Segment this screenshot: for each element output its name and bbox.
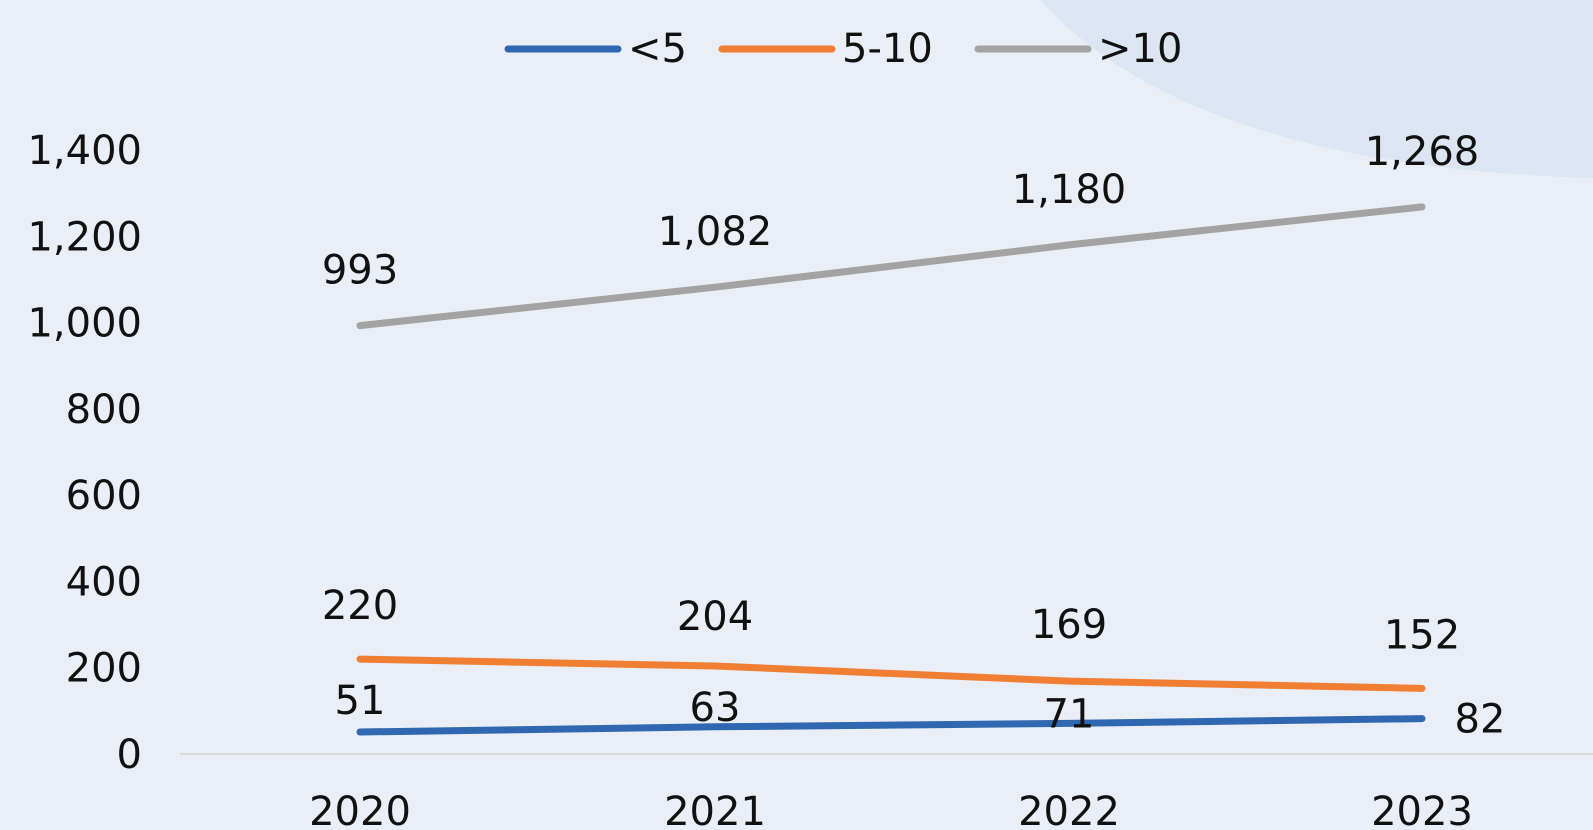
legend-item: >10 <box>974 26 1182 72</box>
y-tick-label: 1,400 <box>27 128 142 174</box>
data-label: 71 <box>1044 691 1095 737</box>
data-label: 169 <box>1031 602 1107 648</box>
data-labels-layer: 51 63 71 82 220 204 169 152 993 1,082 1,180 1,268 <box>322 129 1506 743</box>
legend-item: 5-10 <box>718 26 933 72</box>
legend-item: <5 <box>504 26 687 72</box>
x-tick-label: 2022 <box>1018 789 1120 830</box>
data-label: 993 <box>322 248 398 294</box>
legend-label-over-10: >10 <box>1098 26 1182 72</box>
x-tick-label: 2021 <box>664 789 766 830</box>
y-tick-label: 200 <box>66 646 142 692</box>
data-label: 63 <box>690 685 741 731</box>
data-label: 82 <box>1455 697 1506 743</box>
data-label: 51 <box>335 678 386 724</box>
y-tick-label: 0 <box>117 732 142 778</box>
background-decor-shape <box>1040 0 1593 178</box>
series-line-5-10 <box>356 655 1426 692</box>
series-line-over-10 <box>356 203 1426 330</box>
y-tick-label: 800 <box>66 387 142 433</box>
series-line-under-5 <box>356 715 1426 736</box>
x-tick-label: 2023 <box>1371 789 1473 830</box>
series-layer <box>356 203 1426 736</box>
axis-layer: 0 200 400 600 800 1,000 1,200 1,400 2020 2021 2022… <box>27 128 1593 830</box>
background-layer <box>1040 0 1593 178</box>
data-label: 1,082 <box>658 209 773 255</box>
y-tick-label: 600 <box>66 473 142 519</box>
y-tick-label: 1,200 <box>27 214 142 260</box>
y-tick-label: 1,000 <box>27 301 142 347</box>
data-label: 152 <box>1384 612 1460 658</box>
data-label: 1,180 <box>1012 167 1127 213</box>
data-label: 204 <box>677 594 753 640</box>
data-label: 1,268 <box>1365 129 1480 175</box>
legend: <5 5-10 >10 <box>504 26 1182 72</box>
legend-label-under-5: <5 <box>628 26 687 72</box>
x-tick-label: 2020 <box>309 789 411 830</box>
data-label: 220 <box>322 583 398 629</box>
legend-label-5-10: 5-10 <box>842 26 933 72</box>
y-tick-label: 400 <box>66 559 142 605</box>
